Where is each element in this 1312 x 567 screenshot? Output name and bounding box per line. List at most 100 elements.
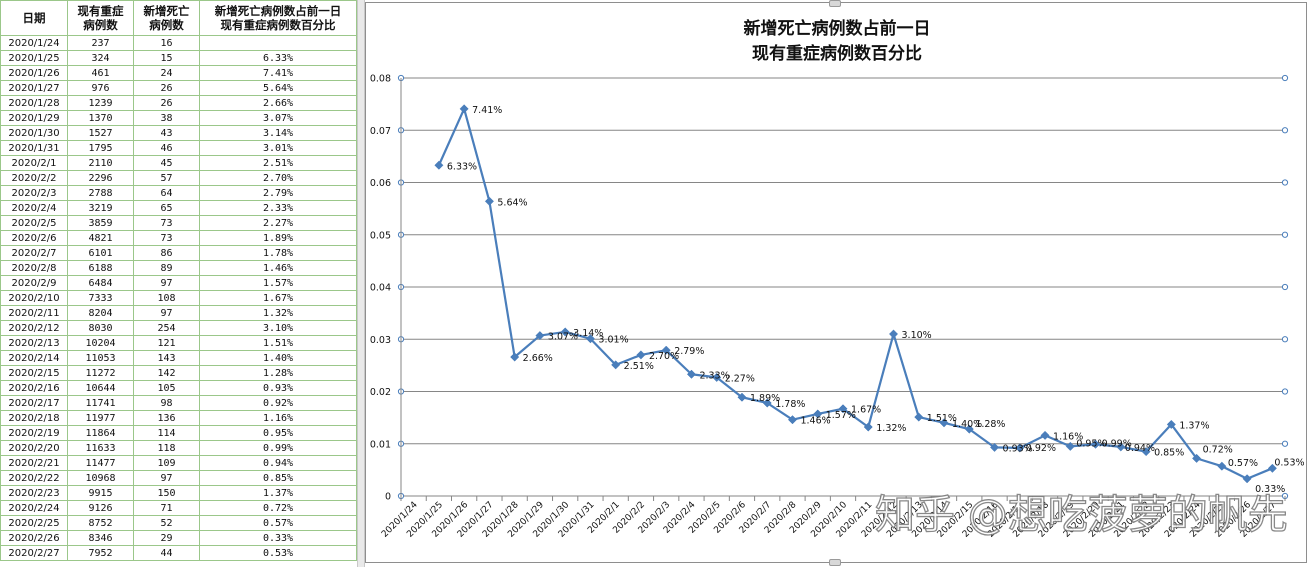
cell-date[interactable]: 2020/2/18 [0,410,68,426]
cell-severe-cases[interactable]: 11864 [67,425,134,441]
cell-date[interactable]: 2020/2/11 [0,305,68,321]
cell-severe-cases[interactable]: 11977 [67,410,134,426]
cell-new-deaths[interactable]: 150 [133,485,200,501]
data-point[interactable] [459,104,469,114]
cell-severe-cases[interactable]: 4821 [67,230,134,246]
data-point[interactable] [989,442,1000,452]
cell-new-deaths[interactable]: 97 [133,305,200,321]
cell-date[interactable]: 2020/2/9 [0,275,68,291]
cell-date[interactable]: 2020/2/3 [0,185,68,201]
cell-death-ratio[interactable]: 0.85% [199,470,357,486]
cell-severe-cases[interactable]: 976 [67,80,134,96]
cell-death-ratio[interactable]: 0.57% [199,515,357,531]
cell-date[interactable]: 2020/1/28 [0,95,68,111]
cell-severe-cases[interactable]: 11741 [67,395,134,411]
cell-severe-cases[interactable]: 10968 [67,470,134,486]
cell-severe-cases[interactable]: 7333 [67,290,134,306]
data-point[interactable] [1166,419,1176,429]
chart-frame[interactable] [365,2,1307,563]
cell-death-ratio[interactable]: 0.72% [199,500,357,516]
cell-death-ratio[interactable]: 1.78% [199,245,357,261]
cell-severe-cases[interactable]: 6188 [67,260,134,276]
cell-severe-cases[interactable]: 1527 [67,125,134,141]
data-point[interactable] [1040,430,1050,440]
header-death-ratio[interactable]: 新增死亡病例数占前一日 现有重症病例数百分比 [199,0,357,36]
cell-severe-cases[interactable]: 11053 [67,350,134,366]
cell-new-deaths[interactable]: 71 [133,500,200,516]
cell-new-deaths[interactable]: 44 [133,545,200,561]
cell-death-ratio[interactable]: 0.99% [199,440,357,456]
cell-date[interactable]: 2020/2/5 [0,215,68,231]
cell-new-deaths[interactable]: 86 [133,245,200,261]
data-point[interactable] [1267,463,1277,473]
cell-date[interactable]: 2020/2/10 [0,290,68,306]
data-point[interactable] [787,415,798,425]
cell-death-ratio[interactable]: 1.57% [199,275,357,291]
cell-death-ratio[interactable]: 3.07% [199,110,357,126]
cell-severe-cases[interactable]: 2788 [67,185,134,201]
cell-new-deaths[interactable]: 142 [133,365,200,381]
cell-severe-cases[interactable]: 2110 [67,155,134,171]
data-point[interactable] [712,372,722,382]
header-date[interactable]: 日期 [0,0,68,36]
data-point[interactable] [964,424,974,434]
data-point[interactable] [611,360,621,370]
cell-date[interactable]: 2020/2/17 [0,395,68,411]
cell-severe-cases[interactable]: 7952 [67,545,134,561]
cell-new-deaths[interactable]: 64 [133,185,200,201]
data-point[interactable] [914,412,924,422]
data-point[interactable] [510,352,520,362]
cell-new-deaths[interactable]: 15 [133,50,200,66]
cell-date[interactable]: 2020/2/22 [0,470,68,486]
cell-severe-cases[interactable]: 6101 [67,245,134,261]
cell-death-ratio[interactable]: 2.51% [199,155,357,171]
cell-date[interactable]: 2020/2/14 [0,350,68,366]
cell-severe-cases[interactable]: 9915 [67,485,134,501]
cell-severe-cases[interactable]: 1370 [67,110,134,126]
cell-severe-cases[interactable]: 8030 [67,320,134,336]
cell-date[interactable]: 2020/2/15 [0,365,68,381]
cell-death-ratio[interactable]: 0.92% [199,395,357,411]
cell-new-deaths[interactable]: 97 [133,470,200,486]
cell-new-deaths[interactable]: 121 [133,335,200,351]
data-point[interactable] [1242,474,1252,484]
header-new-deaths[interactable]: 新增死亡 病例数 [133,0,200,36]
cell-death-ratio[interactable]: 0.94% [199,455,357,471]
cell-severe-cases[interactable]: 10204 [67,335,134,351]
cell-new-deaths[interactable]: 73 [133,215,200,231]
cell-date[interactable]: 2020/2/27 [0,545,68,561]
data-point[interactable] [661,345,671,355]
cell-date[interactable]: 2020/2/13 [0,335,68,351]
cell-death-ratio[interactable]: 5.64% [199,80,357,96]
cell-date[interactable]: 2020/2/21 [0,455,68,471]
header-severe-cases[interactable]: 现有重症 病例数 [67,0,134,36]
pane-splitter[interactable] [357,0,365,567]
cell-new-deaths[interactable]: 136 [133,410,200,426]
cell-new-deaths[interactable]: 118 [133,440,200,456]
cell-severe-cases[interactable]: 9126 [67,500,134,516]
cell-severe-cases[interactable]: 3859 [67,215,134,231]
cell-new-deaths[interactable]: 29 [133,530,200,546]
cell-date[interactable]: 2020/2/24 [0,500,68,516]
cell-date[interactable]: 2020/2/16 [0,380,68,396]
cell-death-ratio[interactable]: 1.46% [199,260,357,276]
data-point[interactable] [863,422,873,432]
cell-death-ratio[interactable]: 1.89% [199,230,357,246]
cell-death-ratio[interactable]: 2.27% [199,215,357,231]
cell-death-ratio[interactable]: 1.67% [199,290,357,306]
cell-severe-cases[interactable]: 461 [67,65,134,81]
cell-death-ratio[interactable]: 6.33% [199,50,357,66]
cell-death-ratio[interactable]: 2.79% [199,185,357,201]
cell-death-ratio[interactable]: 0.53% [199,545,357,561]
resize-handle-top[interactable] [829,0,841,7]
data-point[interactable] [686,369,697,379]
data-point[interactable] [737,392,747,402]
cell-date[interactable]: 2020/1/29 [0,110,68,126]
cell-new-deaths[interactable]: 143 [133,350,200,366]
cell-death-ratio[interactable]: 1.16% [199,410,357,426]
cell-death-ratio[interactable]: 2.33% [199,200,357,216]
cell-death-ratio[interactable]: 0.93% [199,380,357,396]
data-point[interactable] [1116,442,1126,452]
data-point[interactable] [636,350,646,360]
cell-death-ratio[interactable]: 3.01% [199,140,357,156]
